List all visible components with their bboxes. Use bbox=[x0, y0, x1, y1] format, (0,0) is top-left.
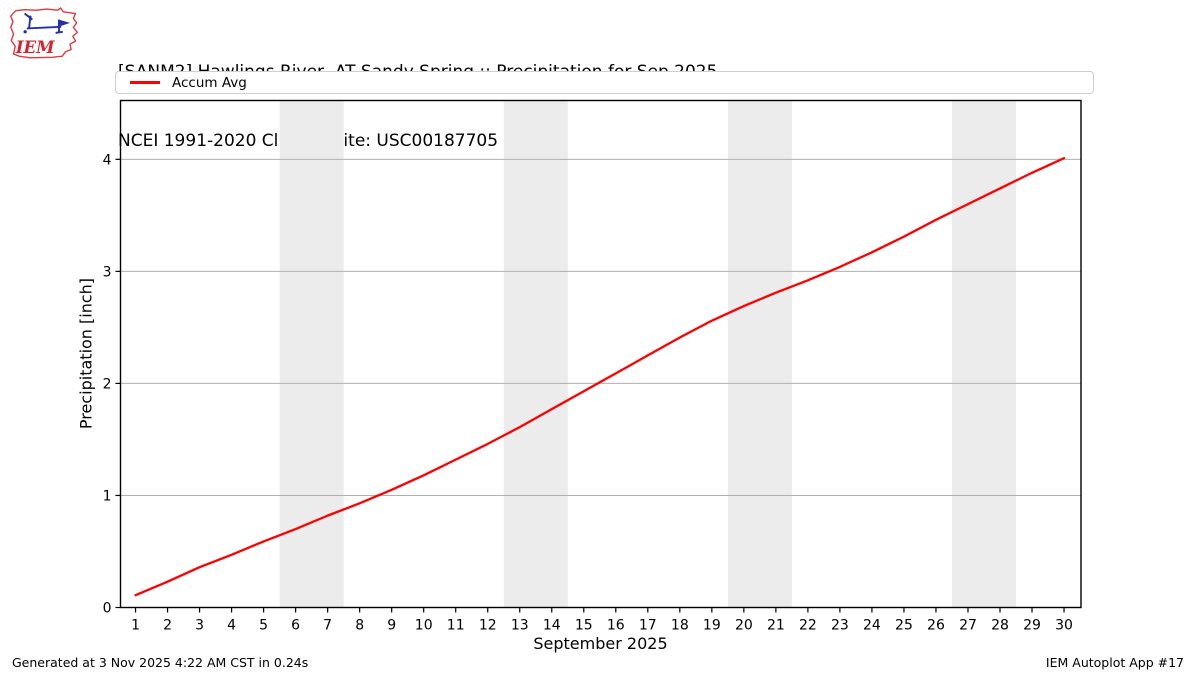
legend-label: Accum Avg bbox=[172, 74, 247, 91]
x-tick-label: 12 bbox=[479, 618, 497, 634]
x-tick-label: 7 bbox=[323, 618, 332, 634]
x-tick-label: 25 bbox=[895, 618, 913, 634]
weekend-shade-band bbox=[503, 100, 568, 608]
x-tick-label: 28 bbox=[991, 618, 1009, 634]
accum-avg-line bbox=[134, 157, 1066, 597]
x-tick-label: 27 bbox=[959, 618, 977, 634]
x-tick-label: 20 bbox=[735, 618, 753, 634]
x-tick-label: 29 bbox=[1023, 618, 1041, 634]
y-tick-label: 4 bbox=[103, 152, 112, 168]
x-tick-label: 23 bbox=[831, 618, 849, 634]
x-tick-label: 30 bbox=[1055, 618, 1073, 634]
x-tick-label: 19 bbox=[703, 618, 721, 634]
iem-logo: IEM bbox=[8, 6, 80, 62]
x-tick-label: 8 bbox=[355, 618, 364, 634]
legend-line-swatch bbox=[130, 81, 160, 84]
x-tick-label: 3 bbox=[195, 618, 204, 634]
x-tick-label: 5 bbox=[259, 618, 268, 634]
x-tick-label: 13 bbox=[511, 618, 529, 634]
generated-timestamp: Generated at 3 Nov 2025 4:22 AM CST in 0… bbox=[12, 655, 309, 670]
x-tick-label: 14 bbox=[543, 618, 561, 634]
x-tick-label: 15 bbox=[575, 618, 593, 634]
logo-text: IEM bbox=[15, 37, 55, 57]
x-tick-label: 18 bbox=[671, 618, 689, 634]
y-tick-label: 1 bbox=[103, 488, 112, 504]
x-tick-label: 10 bbox=[415, 618, 433, 634]
x-tick-label: 2 bbox=[163, 618, 172, 634]
x-tick-label: 17 bbox=[639, 618, 657, 634]
weather-vane-icon bbox=[24, 12, 63, 34]
y-tick-label: 2 bbox=[103, 376, 112, 392]
x-tick-label: 1 bbox=[131, 618, 140, 634]
weekend-shade-band bbox=[727, 100, 792, 608]
x-axis-label: September 2025 bbox=[533, 634, 668, 653]
x-tick-label: 26 bbox=[927, 618, 945, 634]
y-tick-label: 3 bbox=[103, 264, 112, 280]
iowa-state-outline-icon: IEM bbox=[10, 7, 78, 59]
x-tick-label: 11 bbox=[447, 618, 465, 634]
x-tick-label: 16 bbox=[607, 618, 625, 634]
weekend-shade-band bbox=[951, 100, 1017, 608]
x-tick-label: 22 bbox=[799, 618, 817, 634]
x-tick-label: 6 bbox=[291, 618, 300, 634]
x-tick-label: 4 bbox=[227, 618, 236, 634]
x-tick-label: 21 bbox=[767, 618, 785, 634]
app-credit: IEM Autoplot App #17 bbox=[1045, 655, 1184, 670]
x-tick-label: 24 bbox=[863, 618, 881, 634]
legend: Accum Avg bbox=[115, 71, 1094, 94]
x-tick-label: 9 bbox=[387, 618, 396, 634]
plot-frame bbox=[119, 99, 1082, 609]
y-tick-label: 0 bbox=[103, 601, 112, 617]
y-axis-label: Precipitation [inch] bbox=[76, 277, 96, 430]
